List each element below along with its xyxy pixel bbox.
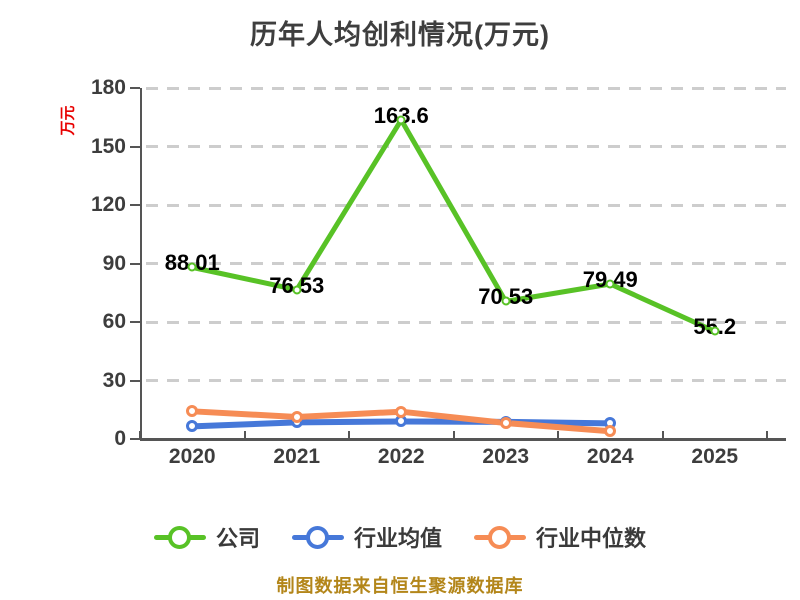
gridline bbox=[146, 86, 786, 90]
y-axis-tick-label: 30 bbox=[102, 368, 126, 392]
x-axis-tick-label: 2024 bbox=[586, 445, 634, 468]
data-point-marker[interactable] bbox=[290, 410, 303, 423]
x-axis-tick-label: 2025 bbox=[691, 445, 739, 468]
data-source-note: 制图数据来自恒生聚源数据库 bbox=[276, 576, 524, 596]
data-point-marker[interactable] bbox=[395, 405, 408, 418]
x-axis-tick bbox=[557, 431, 559, 439]
x-axis-tick bbox=[139, 431, 141, 439]
legend-circle-icon bbox=[167, 525, 191, 549]
gridline bbox=[146, 262, 786, 265]
y-axis-tick-label: 150 bbox=[90, 134, 126, 158]
legend-item-industry-mean[interactable]: 行业均值 bbox=[291, 521, 442, 553]
y-axis bbox=[140, 88, 142, 441]
legend-circle-icon bbox=[488, 525, 511, 549]
y-axis-tick-label: 180 bbox=[90, 76, 126, 99]
data-point-marker[interactable] bbox=[604, 425, 617, 438]
chart-title: 历年人均创利情况(万元) bbox=[250, 20, 550, 50]
legend-circle-icon bbox=[305, 525, 329, 549]
y-axis-tick bbox=[130, 438, 140, 440]
x-axis-tick bbox=[348, 431, 350, 439]
y-axis-tick-label: 0 bbox=[114, 427, 126, 450]
x-axis-tick-label: 2023 bbox=[482, 445, 530, 468]
y-axis-tick bbox=[130, 145, 140, 148]
data-point-marker[interactable] bbox=[499, 417, 512, 429]
legend-item-label: 公司 bbox=[215, 526, 260, 551]
data-point-marker[interactable] bbox=[187, 262, 197, 272]
gridline bbox=[146, 320, 786, 324]
y-axis-tick-label: 120 bbox=[90, 193, 126, 216]
gridline bbox=[146, 145, 786, 148]
y-axis-tick bbox=[130, 87, 140, 89]
data-point-marker[interactable] bbox=[605, 279, 615, 289]
data-point-marker[interactable] bbox=[396, 115, 406, 125]
x-axis-tick bbox=[452, 431, 455, 439]
legend-item-label: 行业均值 bbox=[353, 526, 442, 551]
x-axis bbox=[140, 438, 786, 441]
y-axis-tick bbox=[130, 379, 140, 382]
x-axis-tick bbox=[766, 431, 768, 439]
legend-series-marker-icon bbox=[474, 525, 526, 549]
legend-item-company[interactable]: 公司 bbox=[153, 521, 260, 553]
gridline bbox=[146, 379, 786, 382]
data-point-marker[interactable] bbox=[501, 296, 511, 306]
data-point-marker[interactable] bbox=[186, 405, 199, 418]
series-line-company bbox=[189, 117, 718, 334]
data-point-marker[interactable] bbox=[186, 420, 199, 433]
y-axis-tick-label: 60 bbox=[102, 310, 126, 333]
data-point-marker[interactable] bbox=[710, 326, 720, 336]
data-point-marker[interactable] bbox=[292, 285, 302, 295]
x-axis-tick-label: 2020 bbox=[168, 445, 216, 468]
gridline bbox=[146, 203, 786, 207]
y-axis-tick bbox=[130, 262, 140, 265]
legend: 公司 行业均值 行业中位数 bbox=[0, 521, 800, 553]
x-axis-tick bbox=[661, 431, 664, 439]
x-axis-tick-label: 2021 bbox=[273, 445, 321, 468]
y-axis-tick bbox=[130, 321, 140, 323]
x-axis-tick-label: 2022 bbox=[377, 445, 425, 468]
y-axis-tick-label: 90 bbox=[102, 251, 126, 275]
legend-item-label: 行业中位数 bbox=[536, 526, 647, 551]
x-axis-tick bbox=[243, 431, 246, 439]
legend-item-industry-median[interactable]: 行业中位数 bbox=[474, 521, 646, 553]
legend-series-marker-icon bbox=[291, 525, 344, 549]
y-axis-tick bbox=[130, 204, 140, 206]
legend-series-marker-icon bbox=[153, 525, 206, 549]
